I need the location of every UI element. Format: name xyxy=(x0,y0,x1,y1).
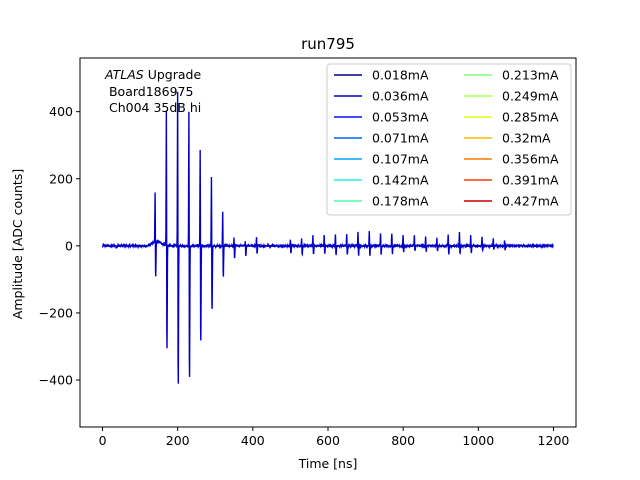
legend-entry: 0.249mA xyxy=(464,89,559,104)
y-tick-label: 0 xyxy=(65,238,73,253)
legend-entry: 0.053mA xyxy=(334,110,429,125)
x-tick-label: 800 xyxy=(391,433,415,448)
legend-entry: 0.142mA xyxy=(334,173,429,188)
legend-entry: 0.071mA xyxy=(334,131,429,146)
legend: 0.018mA 0.036mA 0.053mA 0.071mA 0.107mA 0.142… xyxy=(326,63,572,216)
legend-label: 0.053mA xyxy=(372,110,429,125)
annotation: ATLAS Upgrade Board186975 Ch004 35dB hi xyxy=(104,67,201,115)
x-axis-label: Time [ns] xyxy=(298,456,358,471)
legend-label: 0.178mA xyxy=(372,194,429,209)
legend-entry: 0.32mA xyxy=(464,131,551,146)
legend-label: 0.107mA xyxy=(372,152,429,167)
legend-label: 0.071mA xyxy=(372,131,429,146)
plot-area xyxy=(101,91,554,384)
legend-entry: 0.427mA xyxy=(464,194,559,209)
x-tick-label: 600 xyxy=(316,433,340,448)
x-tick-label: 1200 xyxy=(538,433,570,448)
legend-label: 0.356mA xyxy=(502,152,559,167)
y-tick-label: −400 xyxy=(39,373,73,388)
legend-entry: 0.356mA xyxy=(464,152,559,167)
y-tick-label: 200 xyxy=(49,171,73,186)
x-tick-label: 0 xyxy=(99,433,107,448)
y-tick-label: 400 xyxy=(49,104,73,119)
legend-label: 0.391mA xyxy=(502,173,559,188)
x-tick-label: 400 xyxy=(241,433,265,448)
legend-label: 0.018mA xyxy=(372,68,429,83)
axes: 0 200 400 600 800 1000 1200 −400 −200 0 200 400 xyxy=(39,57,577,448)
waveform-trace xyxy=(101,91,554,384)
legend-label: 0.142mA xyxy=(372,173,429,188)
legend-entry: 0.213mA xyxy=(464,68,559,83)
annotation-upgrade: Upgrade xyxy=(144,67,202,82)
annotation-line-3: Ch004 35dB hi xyxy=(105,100,201,115)
legend-label: 0.427mA xyxy=(502,194,559,209)
chart-title: run795 xyxy=(301,35,355,53)
annotation-atlas: ATLAS xyxy=(104,67,144,82)
legend-entry: 0.018mA xyxy=(334,68,429,83)
legend-label: 0.32mA xyxy=(502,131,551,146)
legend-label: 0.036mA xyxy=(372,89,429,104)
legend-entry: 0.285mA xyxy=(464,110,559,125)
legend-entry: 0.391mA xyxy=(464,173,559,188)
annotation-line-2: Board186975 xyxy=(105,84,193,99)
legend-entry: 0.178mA xyxy=(334,194,429,209)
legend-label: 0.213mA xyxy=(502,68,559,83)
legend-label: 0.249mA xyxy=(502,89,559,104)
x-tick-label: 200 xyxy=(166,433,190,448)
y-tick-label: −200 xyxy=(39,305,73,320)
legend-label: 0.285mA xyxy=(502,110,559,125)
annotation-line-1: ATLAS Upgrade xyxy=(104,67,201,82)
legend-box xyxy=(326,63,572,216)
legend-entry: 0.036mA xyxy=(334,89,429,104)
legend-entry: 0.107mA xyxy=(334,152,429,167)
x-tick-label: 1000 xyxy=(462,433,494,448)
y-axis-label: Amplitude [ADC counts] xyxy=(10,169,25,319)
